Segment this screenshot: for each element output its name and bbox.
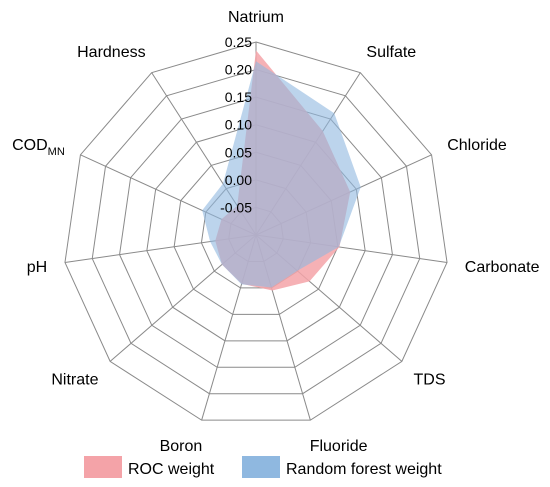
tick-label: 0.10 — [225, 117, 252, 133]
axis-label: Sulfate — [366, 44, 416, 61]
tick-label: 0.25 — [225, 34, 252, 50]
axis-label-text: Hardness — [77, 44, 145, 61]
axis-label: pH — [27, 259, 47, 276]
tick-label: 0.20 — [225, 62, 252, 78]
grid-ring — [119, 96, 393, 368]
radar-series — [202, 50, 361, 291]
legend-swatch-roc — [84, 456, 122, 478]
axis-label-text: pH — [27, 259, 47, 276]
legend-label-random-forest: Random forest weight — [286, 461, 442, 478]
tick-label: -0.05 — [220, 199, 252, 215]
tick-label: 0.15 — [225, 89, 252, 105]
axis-label-text: Carbonate — [465, 259, 540, 276]
axis-label: Chloride — [447, 137, 507, 154]
axis-label: Natrium — [228, 9, 284, 26]
axis-label: Carbonate — [465, 259, 540, 276]
axis-label: Boron — [160, 438, 203, 455]
tick-label: 0.05 — [225, 144, 252, 160]
axis-label-text: Sulfate — [366, 44, 416, 61]
axis-label: Hardness — [77, 44, 145, 61]
grid-ring — [91, 69, 421, 395]
axis-label-subscript: MN — [48, 146, 65, 158]
axis-label-text: Nitrate — [51, 371, 98, 388]
axis-label: Nitrate — [51, 371, 98, 388]
axis-label-text: Boron — [160, 438, 203, 455]
legend-swatch-random-forest — [242, 456, 280, 478]
radial-tick-labels: -0.05 0.00 0.05 0.10 0.15 0.20 0.25 — [220, 34, 252, 215]
axis-label-text: Fluoride — [310, 438, 368, 455]
legend: ROC weight Random forest weight — [84, 456, 442, 478]
axis-label: TDS — [414, 371, 446, 388]
axis-label-text: TDS — [414, 371, 446, 388]
series-area-random-forest-weight — [202, 61, 361, 288]
grid-ring — [64, 41, 448, 421]
axis-labels: Natrium Sulfate Chloride Carbonate TDS Fluori… — [12, 9, 539, 455]
axis-label-text: Chloride — [447, 137, 507, 154]
axis-label: CODMN — [12, 137, 65, 158]
axis-label-text: COD — [12, 137, 48, 154]
legend-label-roc: ROC weight — [128, 461, 215, 478]
axis-label-text: Natrium — [228, 9, 284, 26]
axis-label: Fluoride — [310, 438, 368, 455]
tick-label: 0.00 — [225, 172, 252, 188]
